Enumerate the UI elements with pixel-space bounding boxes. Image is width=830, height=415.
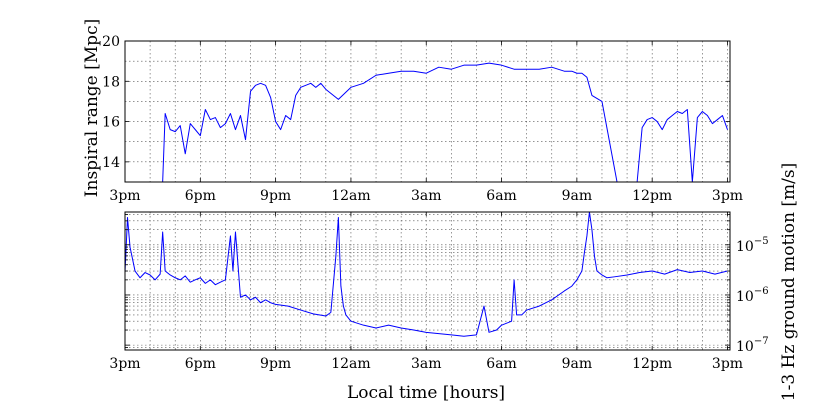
inspiral-range-y-tick-label: 16 [102,115,120,131]
ground-motion-y-tick-exponent: −6 [754,286,769,297]
ground-motion-y-tick-exponent: −5 [754,236,769,247]
ground-motion-panel: 3pm 6pm 9pm 12am 3am 6am 9am 12pm 3pm10−710−610−… [109,163,799,403]
ground-motion-y-tick-label: 10−6 [736,286,769,305]
inspiral-range-x-tick-label: 12am [331,188,370,204]
inspiral-range-x-tick-label: 3pm [712,188,743,204]
ground-motion-x-tick-label: 9pm [260,356,291,372]
inspiral-range-y-tick-label: 14 [102,155,120,171]
inspiral-range-ticks [124,40,730,182]
inspiral-range-x-tick-label: 6pm [185,188,216,204]
inspiral-range-x-tick-label: 9am [562,188,593,204]
ground-motion-y-tick-exponent: −7 [754,336,769,347]
inspiral-range-x-tick-label: 3am [411,188,442,204]
ground-motion-x-tick-label: 6pm [185,356,216,372]
local-time-x-axis-label: Local time [hours] [347,383,505,403]
inspiral-range-y-tick-label: 18 [102,74,120,90]
inspiral-range-x-tick-label: 9pm [260,188,291,204]
ground-motion-x-tick-label: 12pm [632,356,672,372]
ground-motion-tick-labels: 3pm 6pm 9pm 12am 3am 6am 9am 12pm 3pm10−710−610−… [109,236,768,372]
inspiral-range-x-tick-label: 12pm [632,188,672,204]
ground-motion-y-tick-label: 10−5 [736,236,769,255]
ground-motion-series [124,211,728,337]
inspiral-range-tick-labels: 3pm 6pm 9pm 12am 3am 6am 9am 12pm 3pm 14 16 18 20 [102,34,743,204]
ground-motion-x-tick-label: 12am [331,356,370,372]
ground-motion-ticks [124,212,730,351]
inspiral-range-x-tick-label: 3pm [109,188,140,204]
inspiral-range-y-axis-label: Inspiral range [Mpc] [82,19,102,197]
ground-motion-y-tick-label: 10−7 [736,336,769,355]
ground-motion-x-tick-label: 6am [486,356,517,372]
ground-motion-x-tick-label: 3pm [712,356,743,372]
ground-motion-x-tick-label: 3am [411,356,442,372]
inspiral-range-panel: 3pm 6pm 9pm 12am 3am 6am 9am 12pm 3pm 14 16 18 20 In… [82,19,743,204]
inspiral-range-y-tick-label: 20 [102,34,120,50]
ground-motion-grid [125,212,730,351]
inspiral-range-x-tick-label: 6am [486,188,517,204]
inspiral-range-series [162,62,728,183]
inspiral-range-plot-frame [124,40,731,183]
ground-motion-plot-frame [124,211,731,351]
ground-motion-x-tick-label: 3pm [109,356,140,372]
ground-motion-y-axis-label: 1-3 Hz ground motion [m/s] [779,163,799,401]
ground-motion-x-tick-label: 9am [562,356,593,372]
